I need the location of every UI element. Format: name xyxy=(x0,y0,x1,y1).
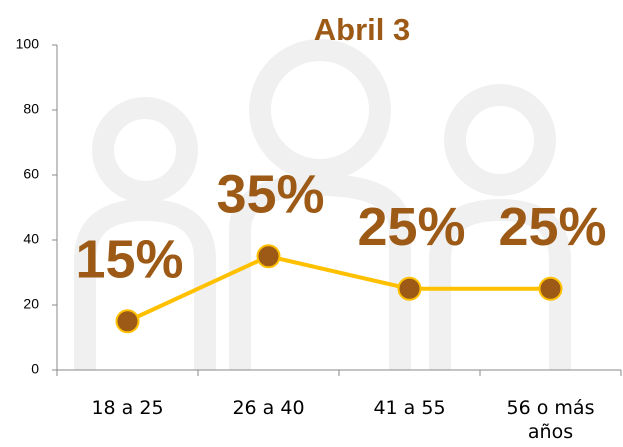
marker xyxy=(399,278,421,300)
x-tick-label: 18 a 25 xyxy=(78,396,178,420)
marker xyxy=(540,278,562,300)
y-tick-label: 0 xyxy=(31,361,39,377)
y-tick-label: 80 xyxy=(23,101,39,117)
marker xyxy=(258,245,280,267)
marker xyxy=(117,310,139,332)
y-tick-label: 60 xyxy=(23,166,39,182)
line xyxy=(128,256,551,321)
x-tick-label: 56 o más años xyxy=(501,396,601,444)
value-label: 15% xyxy=(75,230,183,290)
chart-title: Abril 3 xyxy=(314,12,410,47)
x-tick-label: 26 a 40 xyxy=(219,396,319,420)
chart: Abril 3 0 20 40 60 80 100 15% 35% 25% 25% xyxy=(0,0,623,447)
x-tick-label: 41 a 55 xyxy=(360,396,460,420)
value-label: 25% xyxy=(498,197,606,257)
value-label: 35% xyxy=(216,165,324,225)
chart-page: Abril 3 0 20 40 60 80 100 15% 35% 25% 25% 18 a 25… xyxy=(0,0,623,447)
y-tick-label: 20 xyxy=(23,296,39,312)
y-tick-label: 40 xyxy=(23,231,39,247)
y-tick-label: 100 xyxy=(16,36,40,52)
value-label: 25% xyxy=(357,197,465,257)
